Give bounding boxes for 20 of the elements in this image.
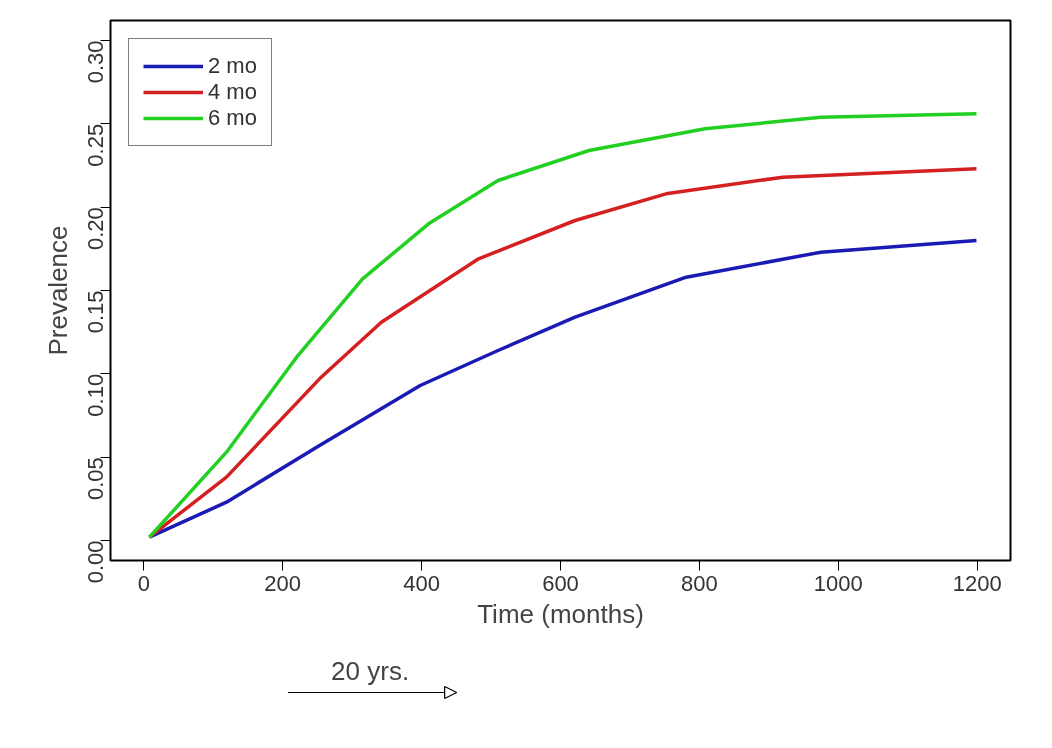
y-tick-label: 0.20: [83, 207, 108, 250]
y-tick-label: 0.00: [83, 540, 108, 584]
legend-label: 2 mo: [208, 53, 257, 79]
y-axis-title: Prevalence: [42, 225, 73, 356]
y-tick-label: 0.05: [83, 457, 108, 500]
legend-label: 6 mo: [208, 105, 257, 131]
y-tick-label: 0.25: [83, 123, 108, 167]
x-tick-label: 1200: [952, 570, 1002, 596]
x-tick-label: 200: [264, 570, 302, 596]
y-tick-label: 0.15: [83, 290, 108, 334]
text: 20 yrs.: [331, 655, 410, 686]
x-tick-label: 600: [542, 570, 579, 596]
y-tick-label: 0.30: [83, 40, 108, 84]
x-tick-label: 0: [137, 570, 150, 596]
x-axis-title: Time (months): [477, 598, 644, 629]
x-tick-label: 1000: [813, 570, 863, 596]
y-tick-label: 0.10: [83, 373, 108, 417]
legend-label: 4 mo: [208, 79, 257, 105]
x-tick-label: 800: [681, 570, 718, 596]
x-tick-label: 400: [403, 570, 440, 596]
